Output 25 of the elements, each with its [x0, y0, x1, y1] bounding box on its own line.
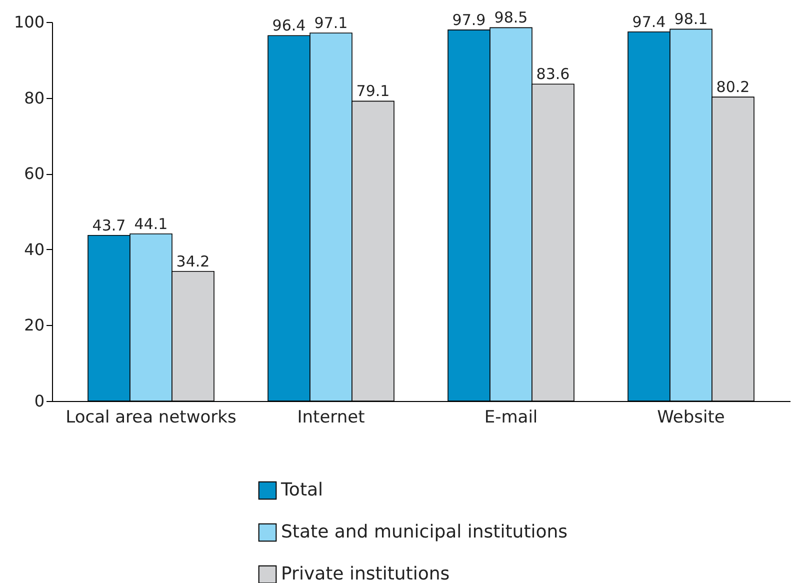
- legend-label: State and municipal institutions: [281, 522, 568, 542]
- y-tick-label: 0: [34, 392, 44, 410]
- data-label: 97.9: [452, 10, 486, 29]
- data-label: 44.1: [134, 214, 168, 233]
- x-tick-label: Internet: [297, 408, 366, 428]
- x-tick-label: Website: [657, 408, 725, 428]
- legend-label: Private institutions: [281, 564, 450, 583]
- y-tick-label: 40: [24, 240, 44, 259]
- x-tick-label: Local area networks: [66, 408, 236, 428]
- y-tick-label: 20: [24, 316, 44, 335]
- data-label: 96.4: [272, 16, 306, 35]
- data-label: 98.1: [674, 10, 708, 28]
- y-tick-label: 60: [24, 164, 44, 184]
- legend-label: Total: [280, 480, 324, 500]
- data-label: 97.1: [314, 14, 348, 32]
- data-label: 80.2: [716, 78, 750, 96]
- data-label: 97.4: [632, 12, 666, 31]
- data-label: 79.1: [356, 82, 390, 100]
- y-tick-label: 100: [14, 12, 44, 32]
- data-label: 83.6: [536, 65, 570, 84]
- x-tick-label: E-mail: [484, 408, 538, 428]
- data-label: 98.5: [494, 8, 528, 27]
- data-label: 43.7: [92, 216, 126, 234]
- data-label: 34.2: [176, 252, 210, 270]
- y-tick-label: 80: [24, 88, 44, 108]
